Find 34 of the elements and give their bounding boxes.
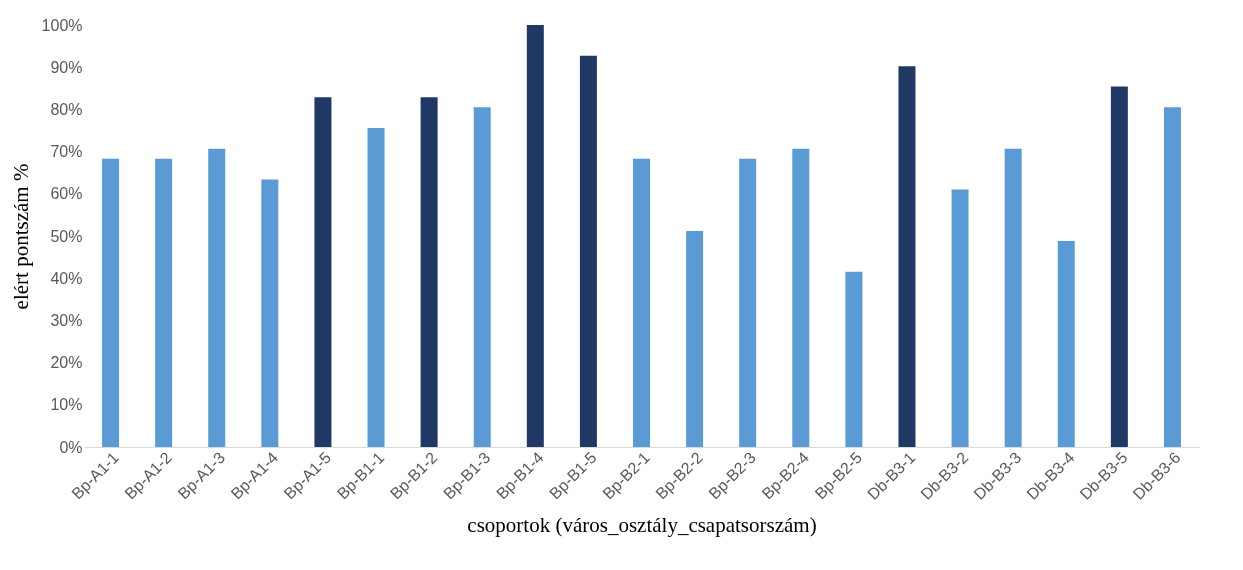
y-tick-label: 50% bbox=[50, 227, 83, 245]
bar bbox=[526, 25, 544, 447]
bar bbox=[686, 230, 704, 447]
bar bbox=[739, 158, 757, 447]
bar bbox=[473, 107, 491, 447]
bar bbox=[208, 148, 226, 447]
y-tick-label: 40% bbox=[50, 269, 83, 287]
bar bbox=[633, 158, 650, 447]
y-tick-label: 20% bbox=[50, 354, 83, 372]
bar bbox=[420, 97, 438, 447]
y-tick-label: 80% bbox=[50, 100, 83, 118]
bar bbox=[367, 127, 385, 447]
y-tick-label: 10% bbox=[50, 396, 83, 414]
bar bbox=[792, 148, 810, 447]
y-tick-label: 30% bbox=[50, 311, 83, 329]
bar bbox=[579, 55, 597, 447]
bar bbox=[155, 158, 173, 447]
y-tick-label: 100% bbox=[41, 16, 83, 34]
y-tick-label: 60% bbox=[50, 185, 83, 203]
y-tick-label: 70% bbox=[50, 143, 83, 161]
bar bbox=[1163, 107, 1181, 447]
y-tick-label: 0% bbox=[59, 438, 83, 456]
bar bbox=[1057, 241, 1075, 447]
bar bbox=[898, 66, 916, 447]
bar bbox=[314, 97, 332, 447]
bar bbox=[102, 158, 120, 447]
bar bbox=[845, 271, 863, 447]
bar bbox=[1004, 148, 1022, 447]
y-tick-label: 90% bbox=[50, 58, 83, 76]
bar bbox=[1110, 86, 1128, 447]
bar bbox=[261, 179, 279, 447]
bar bbox=[951, 189, 969, 447]
y-axis-title: elért pontszám % bbox=[8, 163, 33, 310]
x-axis-title: csoportok (város_osztály_csapatsorszám) bbox=[467, 512, 817, 537]
